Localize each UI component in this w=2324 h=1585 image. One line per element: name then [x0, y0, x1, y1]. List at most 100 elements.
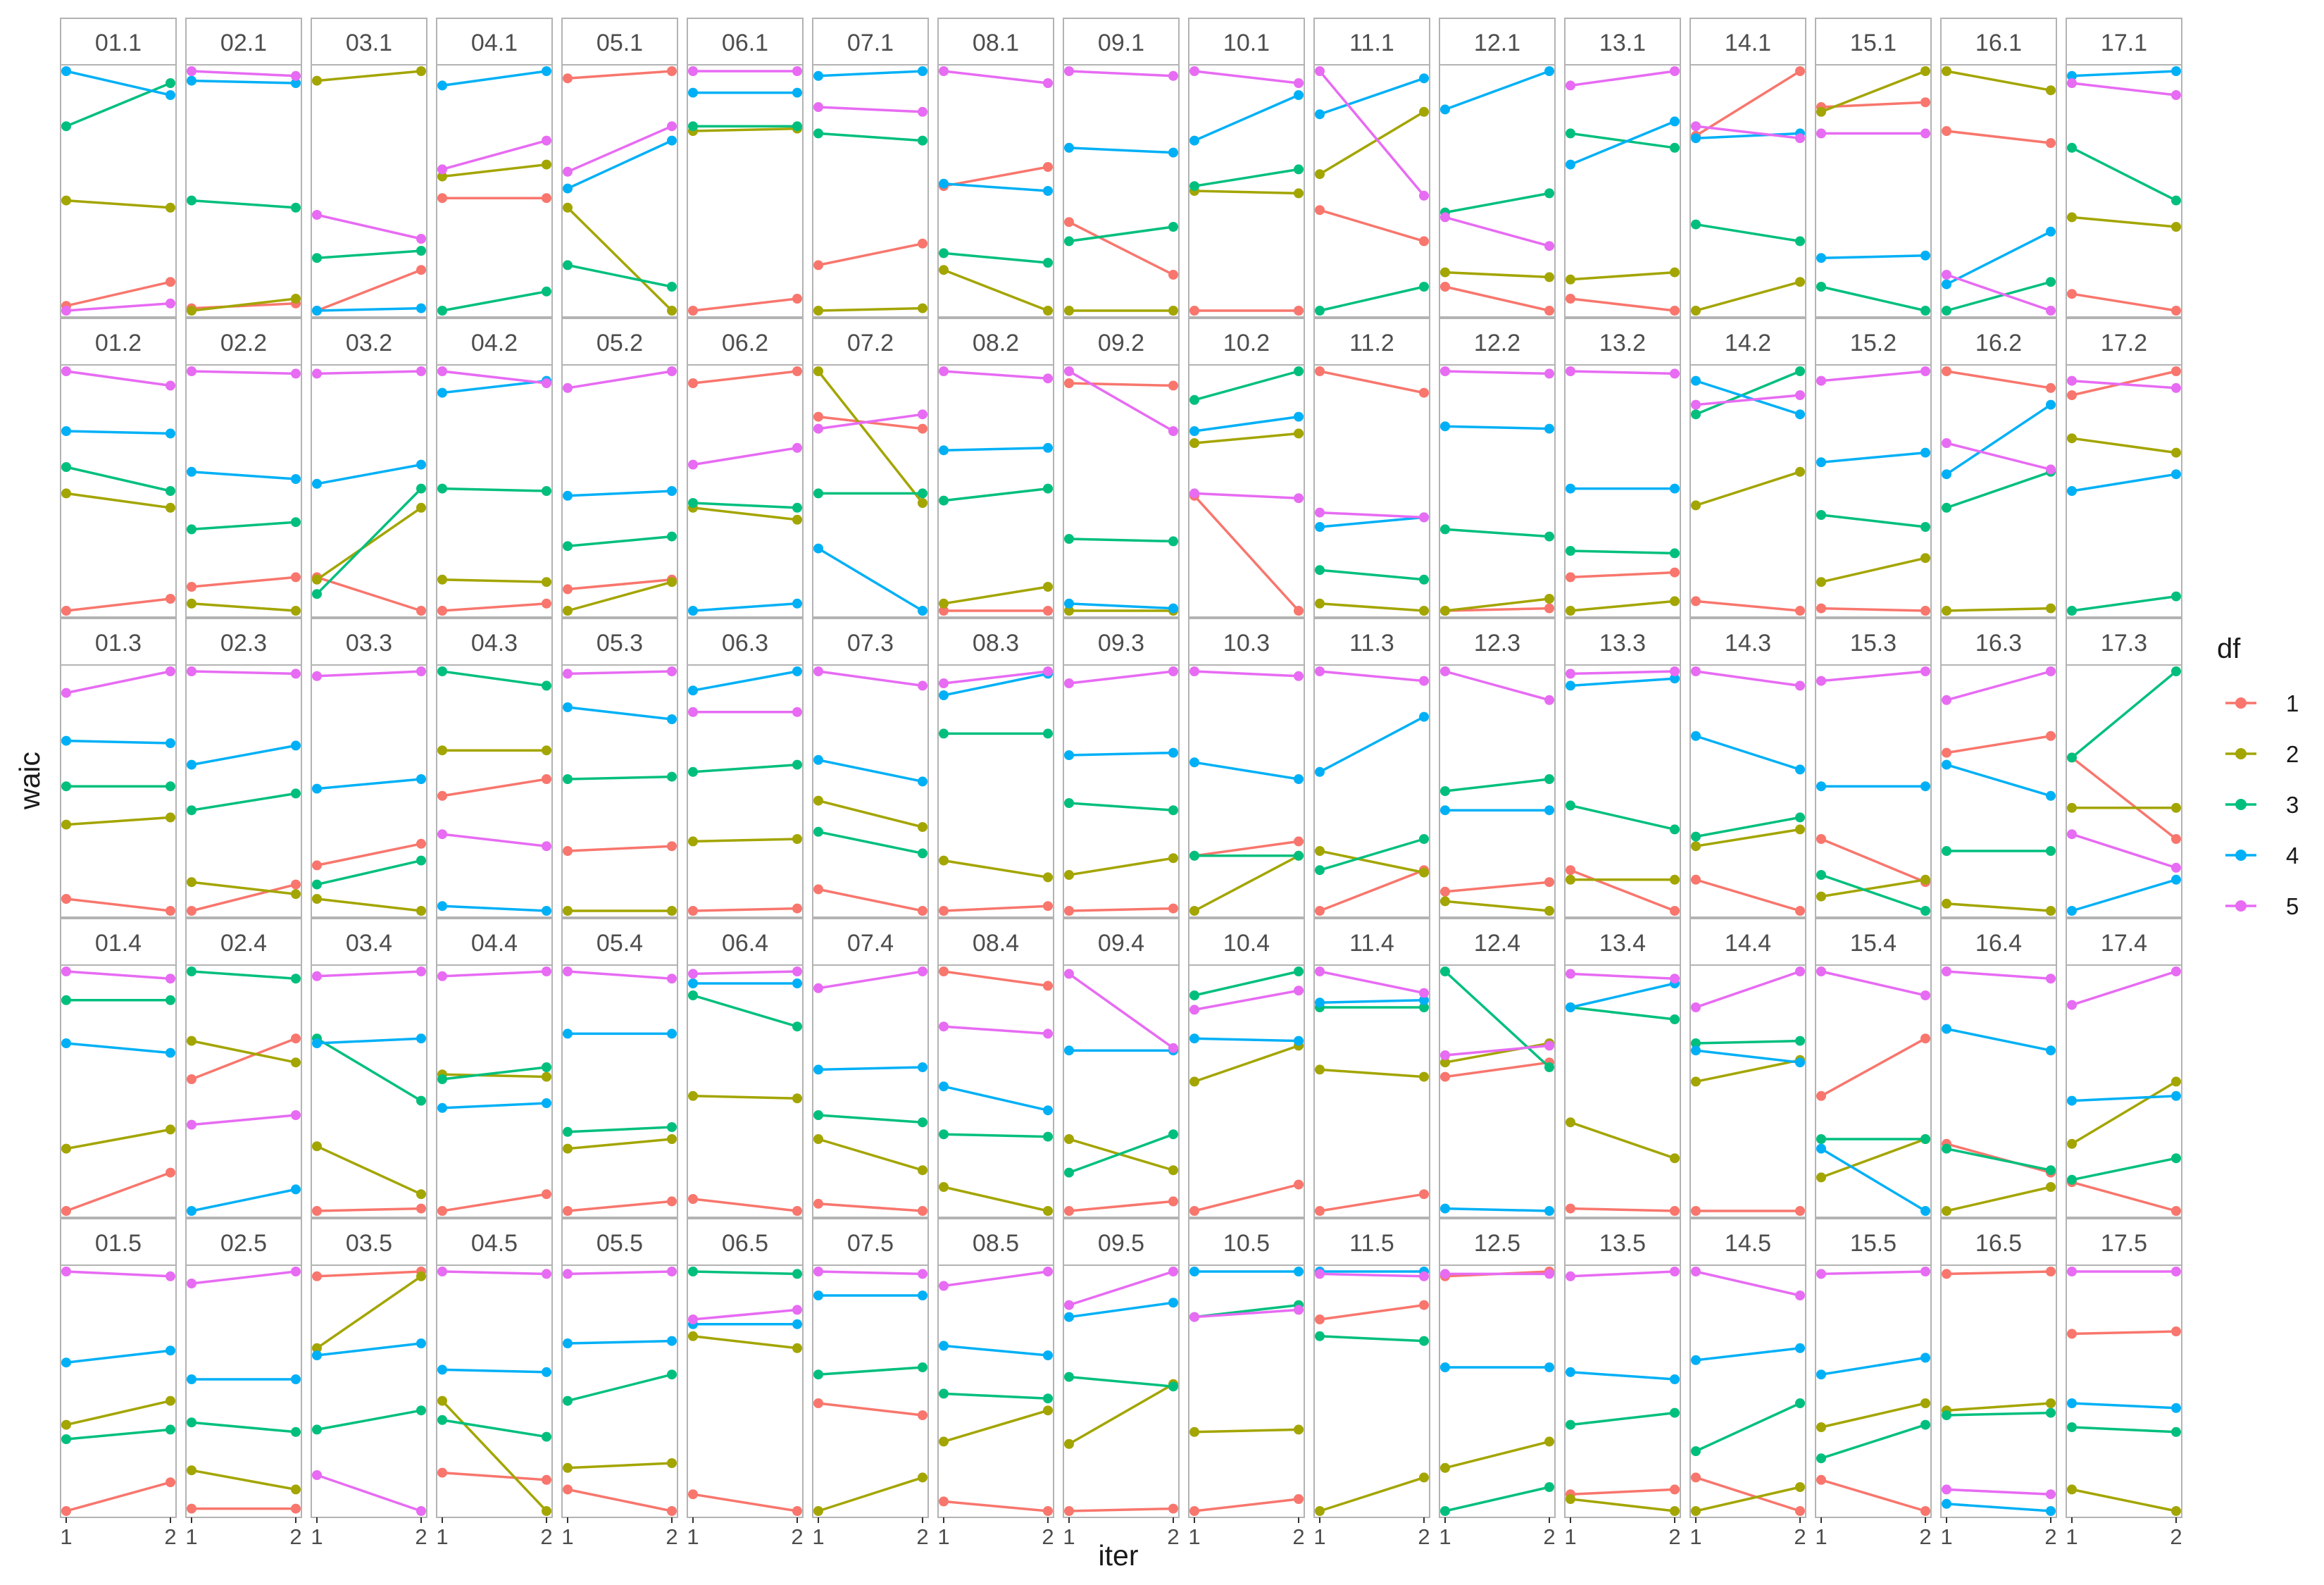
data-point-df-5	[1043, 666, 1053, 676]
x-tick-label: 2	[2170, 1524, 2182, 1549]
facet-panel-01.3: 01.3	[60, 618, 177, 918]
data-point-df-3	[1920, 306, 1930, 316]
series-line-df-2	[2071, 1080, 2177, 1145]
data-point-df-5	[918, 966, 927, 976]
data-point-df-5	[1920, 366, 1930, 376]
facet-plot-area	[311, 964, 427, 1218]
series-line-df-3	[1068, 1133, 1174, 1174]
series-line-df-4	[1570, 677, 1675, 688]
series-line-df-1	[567, 578, 673, 591]
series-line-df-5	[1695, 970, 1801, 1009]
data-point-df-4	[1942, 469, 1951, 480]
series-line-df-3	[316, 249, 422, 259]
series-line-df-3	[1695, 370, 1801, 416]
data-point-df-1	[2067, 390, 2077, 400]
data-point-df-1	[1043, 901, 1053, 912]
series-line-df-3	[818, 1366, 923, 1376]
facet-panel-07.1: 07.1	[812, 18, 929, 318]
data-point-df-2	[1315, 598, 1325, 609]
data-point-df-1	[1294, 606, 1304, 616]
data-point-df-3	[667, 282, 677, 292]
series-line-df-2	[818, 1476, 923, 1512]
data-point-df-5	[1942, 438, 1951, 448]
facet-strip-label: 01.3	[95, 630, 142, 657]
data-point-df-1	[688, 378, 698, 388]
series-line-df-2	[1820, 70, 1926, 113]
series-line-df-5	[1068, 1270, 1174, 1307]
data-point-df-5	[1064, 66, 1074, 76]
series-line-df-3	[692, 994, 798, 1028]
x-tick-label: 1	[1063, 1524, 1075, 1549]
series-line-df-2	[1194, 854, 1299, 912]
data-point-df-4	[61, 1357, 71, 1368]
data-point-df-3	[312, 879, 322, 890]
data-point-df-2	[1691, 500, 1701, 511]
data-point-df-4	[813, 70, 823, 81]
facet-panel-15.5: 15.51 2	[1815, 1218, 1932, 1549]
data-point-df-2	[813, 1134, 823, 1144]
facet-strip	[1313, 318, 1430, 366]
facet-plot-area	[60, 364, 177, 618]
series-line-df-1	[1695, 599, 1801, 612]
data-point-df-5	[1294, 986, 1304, 996]
data-point-df-4	[1816, 781, 1826, 792]
series-line-df-5	[1068, 370, 1174, 433]
legend-key-point	[2235, 799, 2247, 810]
series-line-df-2	[316, 1275, 422, 1350]
data-point-df-4	[2046, 1506, 2056, 1516]
series-line-df-1	[2071, 292, 2177, 312]
data-point-df-5	[918, 106, 927, 117]
data-point-df-5	[2046, 306, 2056, 316]
series-line-df-5	[316, 1474, 422, 1512]
data-point-df-4	[1816, 1143, 1826, 1154]
data-point-df-2	[1670, 1506, 1680, 1516]
data-point-df-4	[1691, 1045, 1701, 1056]
data-point-df-3	[1816, 1134, 1826, 1144]
facet-plot-area	[60, 964, 177, 1218]
data-point-df-5	[1189, 488, 1199, 499]
data-point-df-3	[918, 1362, 927, 1372]
data-point-df-4	[1440, 104, 1450, 115]
data-point-df-3	[1189, 394, 1199, 405]
data-point-df-2	[1670, 1153, 1680, 1164]
data-point-df-4	[1544, 1206, 1554, 1216]
series-line-df-3	[2071, 147, 2177, 202]
facet-panel-11.5: 11.51 2	[1313, 1218, 1430, 1549]
data-point-df-4	[667, 1028, 677, 1039]
series-line-df-5	[818, 670, 923, 688]
facet-strip-label: 13.5	[1599, 1230, 1646, 1257]
data-point-df-3	[939, 1388, 949, 1399]
series-line-df-5	[1946, 670, 2051, 702]
facet-strip-label: 15.2	[1850, 330, 1897, 356]
facet-plot-area	[185, 964, 302, 1218]
data-point-df-1	[792, 1206, 802, 1216]
data-point-df-3	[1691, 831, 1701, 842]
series-line-df-5	[567, 970, 673, 980]
series-line-df-2	[1444, 271, 1550, 279]
series-line-df-1	[1068, 1507, 1174, 1512]
data-point-df-3	[1064, 1372, 1074, 1382]
series-line-df-4	[692, 602, 798, 612]
data-point-df-5	[1795, 133, 1805, 144]
series-line-df-5	[1068, 70, 1174, 77]
facet-strip	[1564, 618, 1681, 666]
data-point-df-5	[1920, 1267, 1930, 1276]
facet-panel-01.4: 01.4	[60, 918, 177, 1218]
series-line-df-3	[316, 859, 422, 886]
data-point-df-3	[1168, 1381, 1178, 1392]
data-point-df-3	[792, 121, 802, 132]
facet-strip-label: 17.3	[2101, 630, 2147, 657]
data-point-df-3	[939, 248, 949, 259]
facet-panel-10.5: 10.51 2	[1188, 1218, 1305, 1549]
data-point-df-5	[939, 366, 949, 376]
facet-strip-label: 01.5	[95, 1230, 142, 1257]
data-point-df-5	[1294, 78, 1304, 88]
data-point-df-5	[2067, 78, 2077, 88]
facet-strip-label: 15.4	[1850, 930, 1897, 957]
data-point-df-4	[542, 906, 551, 916]
series-line-df-5	[1695, 394, 1801, 406]
data-point-df-5	[1816, 676, 1826, 686]
data-point-df-5	[437, 366, 447, 376]
data-point-df-3	[667, 531, 677, 542]
data-point-df-4	[291, 1184, 301, 1195]
